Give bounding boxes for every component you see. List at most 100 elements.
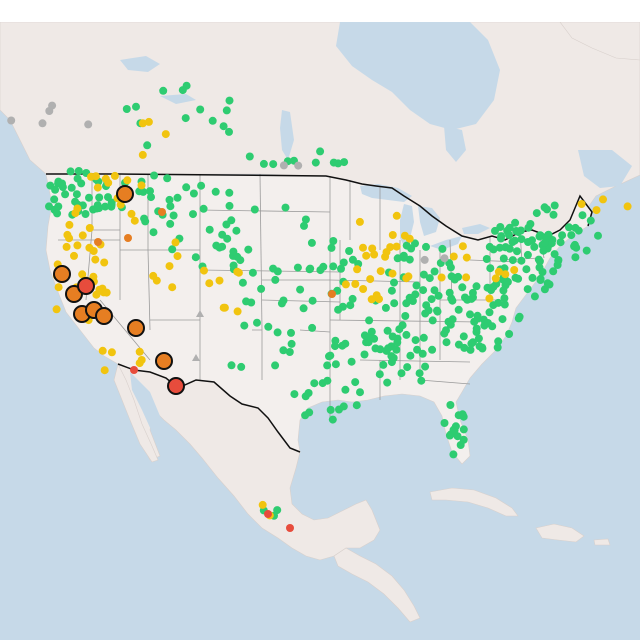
aqi-marker-good[interactable] — [453, 432, 462, 441]
aqi-marker-moderate[interactable] — [62, 242, 71, 251]
aqi-marker-good[interactable] — [301, 215, 310, 224]
aqi-marker-good[interactable] — [71, 197, 80, 206]
aqi-marker-good[interactable] — [257, 284, 266, 293]
aqi-marker-moderate[interactable] — [71, 209, 80, 218]
aqi-marker-moderate[interactable] — [462, 253, 471, 262]
aqi-marker-good[interactable] — [498, 315, 507, 324]
aqi-marker-moderate[interactable] — [138, 150, 147, 159]
aqi-marker-moderate[interactable] — [494, 267, 503, 276]
aqi-marker-moderate[interactable] — [171, 238, 180, 247]
aqi-marker-good[interactable] — [383, 326, 392, 335]
aqi-marker-good[interactable] — [482, 255, 491, 263]
aqi-marker-good[interactable] — [500, 300, 509, 309]
aqi-marker-good[interactable] — [323, 376, 332, 385]
aqi-marker-good[interactable] — [553, 261, 562, 269]
aqi-marker-good[interactable] — [390, 278, 398, 287]
aqi-marker-good[interactable] — [325, 352, 333, 361]
aqi-marker-good[interactable] — [501, 243, 510, 252]
aqi-marker-good[interactable] — [169, 211, 178, 220]
aqi-marker-good[interactable] — [348, 294, 357, 303]
aqi-marker-good[interactable] — [528, 236, 536, 245]
aqi-marker-good[interactable] — [95, 193, 104, 202]
aqi-marker-good[interactable] — [412, 281, 421, 290]
aqi-marker-good[interactable] — [513, 247, 521, 256]
aqi-marker-good[interactable] — [347, 357, 356, 366]
aqi-marker-moderate[interactable] — [392, 242, 401, 251]
aqi-marker-good[interactable] — [293, 263, 302, 272]
aqi-marker-good[interactable] — [550, 201, 559, 210]
aqi-marker-good[interactable] — [287, 339, 296, 348]
aqi-marker-good[interactable] — [237, 362, 246, 371]
aqi-alert-marker-unhealthy-for-sensitive-groups[interactable] — [95, 307, 113, 325]
aqi-marker-good[interactable] — [445, 288, 454, 297]
aqi-marker-good[interactable] — [269, 160, 278, 169]
aqi-marker-good[interactable] — [479, 315, 488, 324]
aqi-marker-good[interactable] — [364, 333, 373, 342]
aqi-marker-moderate[interactable] — [91, 172, 100, 181]
aqi-marker-good[interactable] — [480, 321, 489, 330]
aqi-marker-good[interactable] — [399, 251, 408, 260]
aqi-marker-good[interactable] — [253, 318, 261, 327]
aqi-marker-good[interactable] — [517, 256, 526, 265]
aqi-marker-good[interactable] — [173, 193, 182, 202]
aqi-marker-good[interactable] — [430, 267, 439, 276]
aqi-marker-good[interactable] — [218, 242, 227, 251]
aqi-marker-good[interactable] — [360, 350, 369, 359]
aqi-marker-moderate[interactable] — [123, 176, 132, 185]
aqi-marker-good[interactable] — [250, 205, 259, 214]
aqi-marker-moderate[interactable] — [200, 266, 208, 275]
aqi-marker-moderate[interactable] — [485, 294, 494, 303]
aqi-marker-no-data[interactable] — [279, 161, 288, 170]
aqi-marker-good[interactable] — [402, 241, 411, 250]
aqi-marker-good[interactable] — [499, 254, 508, 263]
aqi-marker-good[interactable] — [132, 102, 140, 111]
aqi-marker-good[interactable] — [565, 223, 573, 232]
aqi-marker-moderate[interactable] — [65, 220, 74, 229]
aqi-alert-marker-unhealthy-for-sensitive-groups[interactable] — [127, 319, 145, 337]
aqi-marker-good[interactable] — [508, 256, 517, 265]
aqi-marker-good[interactable] — [329, 237, 338, 245]
aqi-marker-moderate[interactable] — [355, 217, 364, 226]
aqi-marker-good[interactable] — [536, 231, 545, 240]
aqi-marker-good[interactable] — [390, 299, 399, 308]
aqi-marker-good[interactable] — [388, 332, 397, 341]
aqi-marker-good[interactable] — [326, 405, 335, 414]
aqi-marker-good[interactable] — [422, 301, 431, 310]
aqi-alert-marker-unhealthy-for-sensitive-groups[interactable] — [116, 185, 134, 203]
aqi-marker-good[interactable] — [406, 351, 415, 360]
aqi-marker-good[interactable] — [181, 114, 190, 123]
aqi-marker-good[interactable] — [191, 253, 200, 262]
aqi-marker-good[interactable] — [72, 190, 81, 199]
aqi-marker-good[interactable] — [511, 218, 520, 227]
aqi-marker-moderate[interactable] — [165, 262, 174, 271]
aqi-marker-good[interactable] — [300, 221, 308, 230]
aqi-marker-good[interactable] — [196, 105, 205, 114]
aqi-marker-good[interactable] — [403, 363, 412, 372]
aqi-marker-moderate[interactable] — [215, 276, 224, 285]
aqi-marker-good[interactable] — [472, 282, 481, 291]
aqi-marker-good[interactable] — [440, 419, 449, 427]
aqi-marker-no-data[interactable] — [420, 255, 429, 264]
aqi-marker-moderate[interactable] — [437, 273, 446, 282]
aqi-marker-good[interactable] — [316, 147, 325, 156]
aqi-marker-good[interactable] — [219, 122, 228, 131]
aqi-marker-moderate[interactable] — [592, 206, 601, 215]
aqi-marker-good[interactable] — [466, 310, 474, 319]
aqi-marker-moderate[interactable] — [101, 174, 110, 183]
aqi-marker-good[interactable] — [146, 187, 154, 196]
aqi-marker-good[interactable] — [387, 286, 396, 295]
aqi-marker-good[interactable] — [454, 305, 463, 314]
aqi-marker-moderate[interactable] — [54, 283, 63, 292]
aqi-marker-good[interactable] — [448, 296, 457, 305]
aqi-marker-moderate[interactable] — [100, 366, 109, 375]
aqi-marker-good[interactable] — [549, 267, 558, 276]
aqi-marker-good[interactable] — [287, 328, 295, 337]
aqi-marker-good[interactable] — [50, 195, 59, 204]
aqi-marker-good[interactable] — [208, 116, 217, 125]
aqi-marker-good[interactable] — [143, 141, 152, 150]
aqi-marker-good[interactable] — [331, 336, 340, 345]
aqi-marker-moderate[interactable] — [65, 234, 74, 243]
aqi-marker-good[interactable] — [279, 346, 288, 355]
aqi-marker-good[interactable] — [418, 349, 427, 358]
aqi-marker-good[interactable] — [488, 322, 497, 331]
